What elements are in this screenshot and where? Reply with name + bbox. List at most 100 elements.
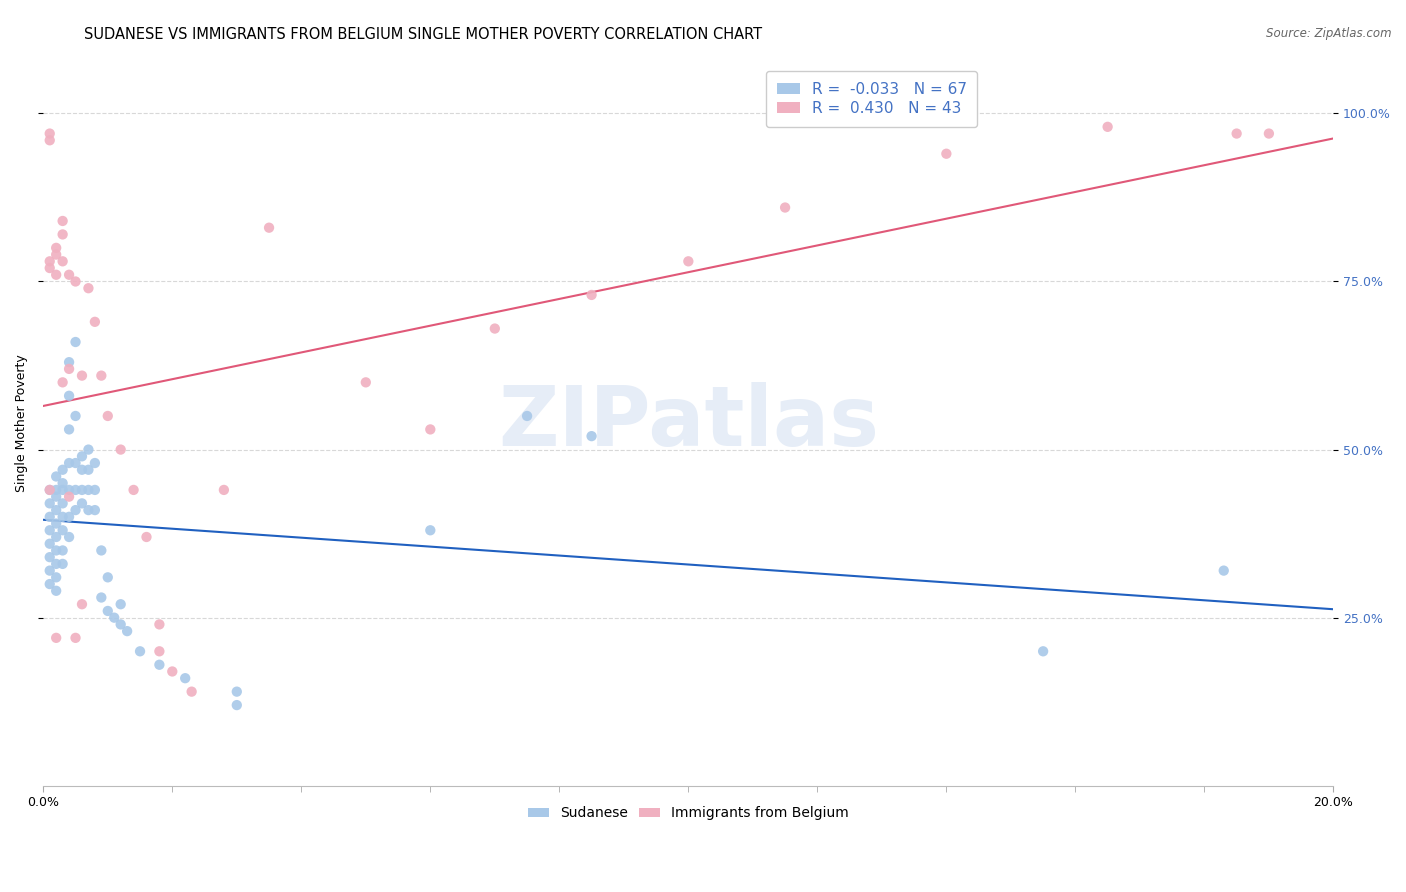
Point	[58, 268, 80, 282]
Point	[45, 503, 67, 517]
Point	[38, 483, 60, 497]
Point	[257, 220, 280, 235]
Point	[90, 543, 112, 558]
Point	[174, 671, 197, 685]
Point	[83, 503, 105, 517]
Point	[110, 442, 132, 457]
Point	[70, 463, 93, 477]
Point	[773, 201, 796, 215]
Point	[45, 247, 67, 261]
Point	[45, 543, 67, 558]
Point	[65, 631, 87, 645]
Point	[58, 509, 80, 524]
Point	[97, 604, 120, 618]
Point	[516, 409, 538, 423]
Point	[58, 483, 80, 497]
Point	[162, 665, 184, 679]
Point	[65, 334, 87, 349]
Point	[65, 409, 87, 423]
Point	[212, 483, 235, 497]
Point	[77, 281, 100, 295]
Point	[225, 684, 247, 698]
Point	[70, 597, 93, 611]
Point	[45, 557, 67, 571]
Point	[77, 483, 100, 497]
Point	[70, 496, 93, 510]
Point	[83, 315, 105, 329]
Point	[58, 362, 80, 376]
Point	[1097, 120, 1119, 134]
Point	[129, 644, 152, 658]
Point	[77, 463, 100, 477]
Point	[52, 214, 75, 228]
Point	[65, 483, 87, 497]
Point	[52, 227, 75, 242]
Point	[58, 389, 80, 403]
Point	[45, 241, 67, 255]
Point	[38, 483, 60, 497]
Point	[58, 456, 80, 470]
Point	[58, 530, 80, 544]
Point	[935, 146, 957, 161]
Point	[38, 509, 60, 524]
Point	[1226, 127, 1249, 141]
Point	[52, 543, 75, 558]
Point	[110, 617, 132, 632]
Point	[103, 610, 125, 624]
Point	[38, 537, 60, 551]
Point	[38, 496, 60, 510]
Legend: Sudanese, Immigrants from Belgium: Sudanese, Immigrants from Belgium	[523, 801, 855, 826]
Point	[38, 260, 60, 275]
Point	[58, 422, 80, 436]
Point	[45, 490, 67, 504]
Point	[52, 376, 75, 390]
Point	[45, 268, 67, 282]
Point	[97, 409, 120, 423]
Point	[180, 684, 202, 698]
Point	[1032, 644, 1054, 658]
Point	[225, 698, 247, 712]
Point	[70, 368, 93, 383]
Point	[1212, 564, 1234, 578]
Point	[52, 496, 75, 510]
Point	[354, 376, 377, 390]
Point	[1257, 127, 1279, 141]
Point	[83, 483, 105, 497]
Point	[52, 476, 75, 491]
Point	[122, 483, 145, 497]
Point	[65, 503, 87, 517]
Point	[52, 523, 75, 537]
Point	[419, 523, 441, 537]
Point	[38, 577, 60, 591]
Point	[38, 133, 60, 147]
Point	[52, 463, 75, 477]
Point	[45, 631, 67, 645]
Point	[52, 254, 75, 268]
Point	[52, 557, 75, 571]
Point	[419, 422, 441, 436]
Point	[77, 442, 100, 457]
Text: ZIPatlas: ZIPatlas	[498, 382, 879, 463]
Point	[115, 624, 138, 639]
Point	[58, 355, 80, 369]
Point	[45, 570, 67, 584]
Point	[581, 429, 603, 443]
Point	[70, 450, 93, 464]
Point	[45, 530, 67, 544]
Point	[148, 617, 170, 632]
Point	[65, 275, 87, 289]
Point	[83, 456, 105, 470]
Point	[38, 127, 60, 141]
Point	[148, 644, 170, 658]
Point	[135, 530, 157, 544]
Point	[38, 254, 60, 268]
Point	[38, 564, 60, 578]
Point	[581, 288, 603, 302]
Point	[52, 509, 75, 524]
Point	[45, 516, 67, 531]
Point	[45, 483, 67, 497]
Point	[38, 523, 60, 537]
Point	[45, 469, 67, 483]
Point	[58, 490, 80, 504]
Point	[45, 583, 67, 598]
